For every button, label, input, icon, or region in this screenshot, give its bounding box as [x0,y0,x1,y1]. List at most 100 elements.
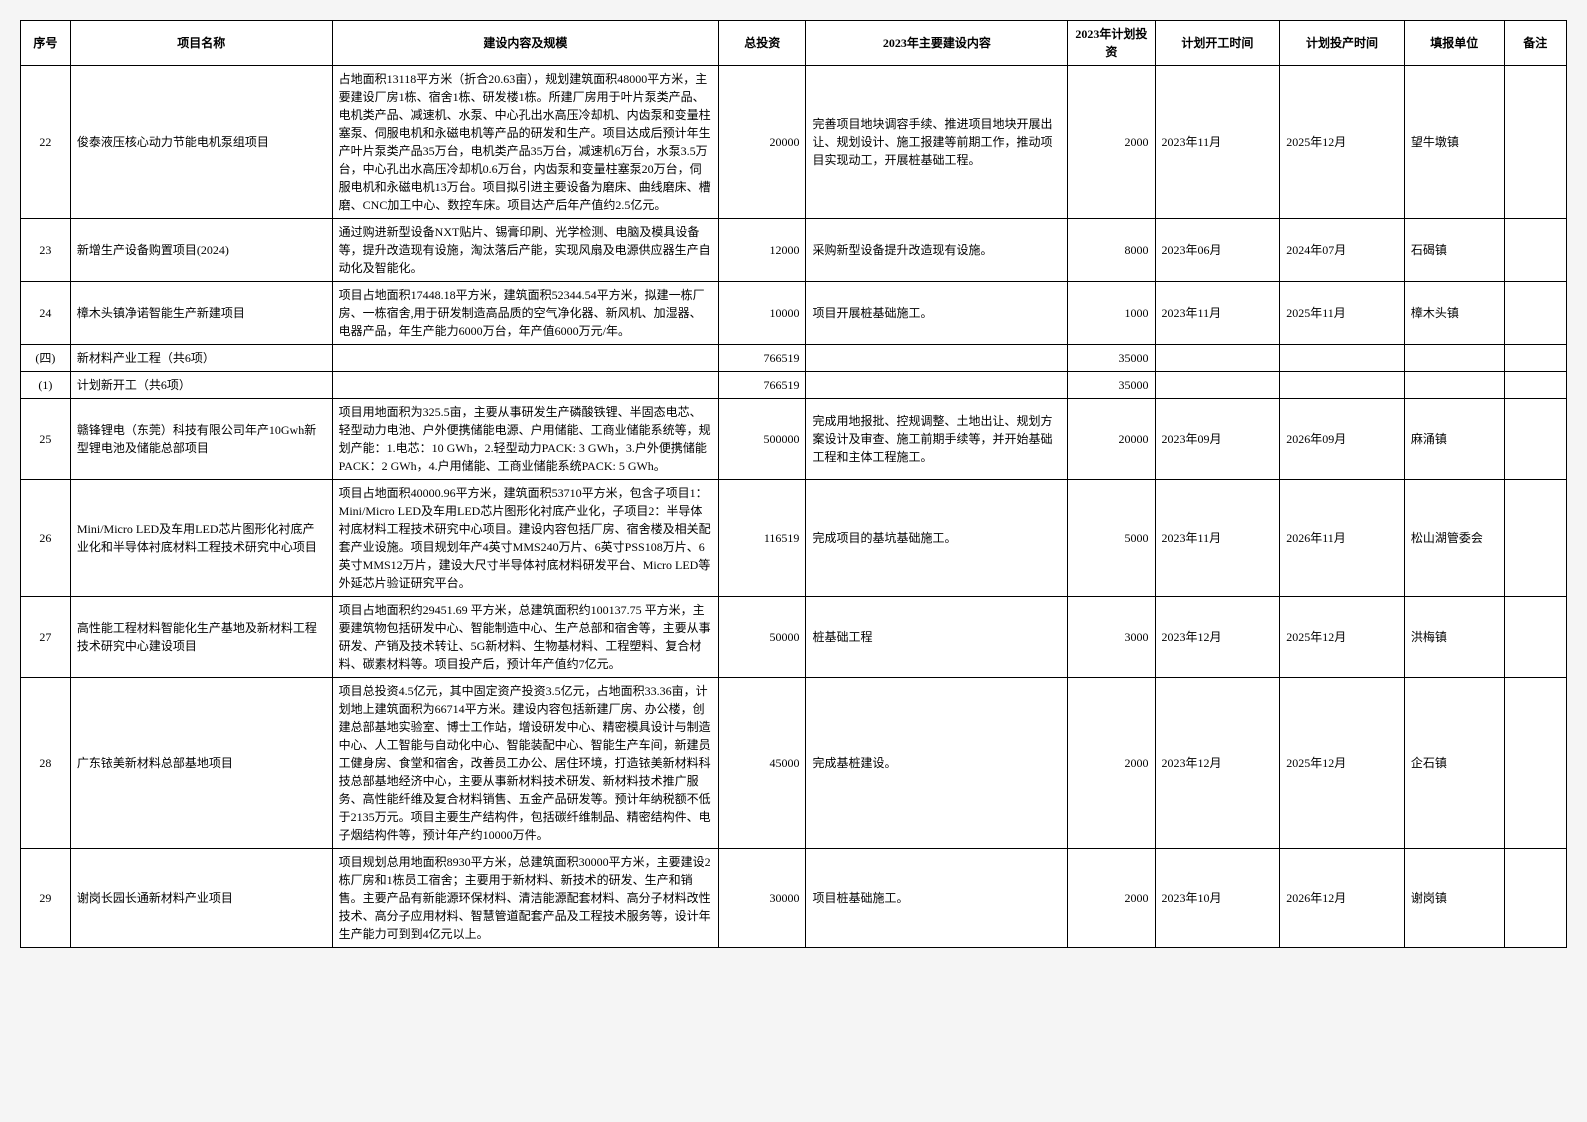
cell-name: 谢岗长园长通新材料产业项目 [70,849,332,948]
cell-desc2023 [806,345,1068,372]
col-content: 建设内容及规模 [332,21,719,66]
cell-num: 25 [21,399,71,480]
cell-end [1280,372,1405,399]
cell-note [1504,66,1566,219]
cell-desc2023: 桩基础工程 [806,597,1068,678]
col-unit: 填报单位 [1404,21,1504,66]
cell-unit: 企石镇 [1404,678,1504,849]
cell-num: 23 [21,219,71,282]
cell-unit: 松山湖管委会 [1404,480,1504,597]
cell-content: 项目规划总用地面积8930平方米，总建筑面积30000平方米，主要建设2栋厂房和… [332,849,719,948]
cell-unit [1404,372,1504,399]
col-note: 备注 [1504,21,1566,66]
cell-desc2023: 采购新型设备提升改造现有设施。 [806,219,1068,282]
cell-start: 2023年11月 [1155,480,1280,597]
cell-num: 22 [21,66,71,219]
col-name: 项目名称 [70,21,332,66]
table-row: 25赣锋锂电（东莞）科技有限公司年产10Gwh新型锂电池及储能总部项目项目用地面… [21,399,1567,480]
table-row: 26Mini/Micro LED及车用LED芯片图形化衬底产业化和半导体衬底材料… [21,480,1567,597]
cell-num: 26 [21,480,71,597]
cell-start: 2023年12月 [1155,678,1280,849]
cell-plan2023: 35000 [1068,345,1155,372]
cell-desc2023: 项目桩基础施工。 [806,849,1068,948]
cell-desc2023: 完善项目地块调容手续、推进项目地块开展出让、规划设计、施工报建等前期工作，推动项… [806,66,1068,219]
cell-content: 占地面积13118平方米（折合20.63亩），规划建筑面积48000平方米，主要… [332,66,719,219]
cell-plan2023: 1000 [1068,282,1155,345]
table-row: (四)新材料产业工程（共6项） 766519 35000 [21,345,1567,372]
cell-num: (1) [21,372,71,399]
cell-desc2023: 完成基桩建设。 [806,678,1068,849]
cell-desc2023 [806,372,1068,399]
cell-start: 2023年11月 [1155,66,1280,219]
cell-end: 2026年11月 [1280,480,1405,597]
cell-invest: 20000 [719,66,806,219]
cell-start: 2023年10月 [1155,849,1280,948]
cell-name: 高性能工程材料智能化生产基地及新材料工程技术研究中心建设项目 [70,597,332,678]
cell-end: 2026年12月 [1280,849,1405,948]
cell-unit: 洪梅镇 [1404,597,1504,678]
cell-invest: 116519 [719,480,806,597]
table-row: (1)计划新开工（共6项）76651935000 [21,372,1567,399]
cell-plan2023: 2000 [1068,678,1155,849]
table-row: 28广东铱美新材料总部基地项目项目总投资4.5亿元，其中固定资产投资3.5亿元，… [21,678,1567,849]
cell-name: 赣锋锂电（东莞）科技有限公司年产10Gwh新型锂电池及储能总部项目 [70,399,332,480]
cell-start [1155,372,1280,399]
cell-content: 项目占地面积40000.96平方米，建筑面积53710平方米，包含子项目1：Mi… [332,480,719,597]
cell-num: 27 [21,597,71,678]
cell-desc2023: 项目开展桩基础施工。 [806,282,1068,345]
cell-invest: 50000 [719,597,806,678]
cell-num: 29 [21,849,71,948]
cell-note [1504,480,1566,597]
cell-end: 2025年12月 [1280,597,1405,678]
cell-content: 项目用地面积为325.5亩，主要从事研发生产磷酸铁锂、半固态电芯、轻型动力电池、… [332,399,719,480]
cell-invest: 12000 [719,219,806,282]
cell-num: 28 [21,678,71,849]
cell-start: 2023年11月 [1155,282,1280,345]
table-row: 24樟木头镇净诺智能生产新建项目项目占地面积17448.18平方米，建筑面积52… [21,282,1567,345]
cell-plan2023: 3000 [1068,597,1155,678]
table-row: 29谢岗长园长通新材料产业项目项目规划总用地面积8930平方米，总建筑面积300… [21,849,1567,948]
cell-desc2023: 完成用地报批、控规调整、土地出让、规划方案设计及审查、施工前期手续等，并开始基础… [806,399,1068,480]
col-num: 序号 [21,21,71,66]
col-start: 计划开工时间 [1155,21,1280,66]
cell-unit [1404,345,1504,372]
cell-start: 2023年12月 [1155,597,1280,678]
document-page: 序号 项目名称 建设内容及规模 总投资 2023年主要建设内容 2023年计划投… [20,20,1567,948]
cell-note [1504,372,1566,399]
cell-num: (四) [21,345,71,372]
table-body: 22俊泰液压核心动力节能电机泵组项目占地面积13118平方米（折合20.63亩）… [21,66,1567,948]
cell-plan2023: 2000 [1068,66,1155,219]
cell-note [1504,849,1566,948]
cell-start: 2023年06月 [1155,219,1280,282]
cell-plan2023: 2000 [1068,849,1155,948]
cell-name: Mini/Micro LED及车用LED芯片图形化衬底产业化和半导体衬底材料工程… [70,480,332,597]
cell-end: 2025年11月 [1280,282,1405,345]
cell-name: 广东铱美新材料总部基地项目 [70,678,332,849]
cell-end: 2025年12月 [1280,66,1405,219]
cell-invest: 10000 [719,282,806,345]
cell-unit: 樟木头镇 [1404,282,1504,345]
table-row: 27高性能工程材料智能化生产基地及新材料工程技术研究中心建设项目项目占地面积约2… [21,597,1567,678]
cell-desc2023: 完成项目的基坑基础施工。 [806,480,1068,597]
cell-invest: 30000 [719,849,806,948]
cell-plan2023: 20000 [1068,399,1155,480]
cell-content [332,345,719,372]
cell-name: 樟木头镇净诺智能生产新建项目 [70,282,332,345]
cell-end [1280,345,1405,372]
cell-start [1155,345,1280,372]
cell-note [1504,219,1566,282]
table-row: 23新增生产设备购置项目(2024)通过购进新型设备NXT贴片、锡膏印刷、光学检… [21,219,1567,282]
cell-invest: 766519 [719,345,806,372]
project-table: 序号 项目名称 建设内容及规模 总投资 2023年主要建设内容 2023年计划投… [20,20,1567,948]
col-invest: 总投资 [719,21,806,66]
cell-note [1504,282,1566,345]
cell-plan2023: 8000 [1068,219,1155,282]
cell-start: 2023年09月 [1155,399,1280,480]
col-desc2023: 2023年主要建设内容 [806,21,1068,66]
cell-unit: 麻涌镇 [1404,399,1504,480]
cell-plan2023: 35000 [1068,372,1155,399]
cell-name: 计划新开工（共6项） [70,372,332,399]
table-row: 22俊泰液压核心动力节能电机泵组项目占地面积13118平方米（折合20.63亩）… [21,66,1567,219]
cell-invest: 500000 [719,399,806,480]
cell-name: 新材料产业工程（共6项） [70,345,332,372]
